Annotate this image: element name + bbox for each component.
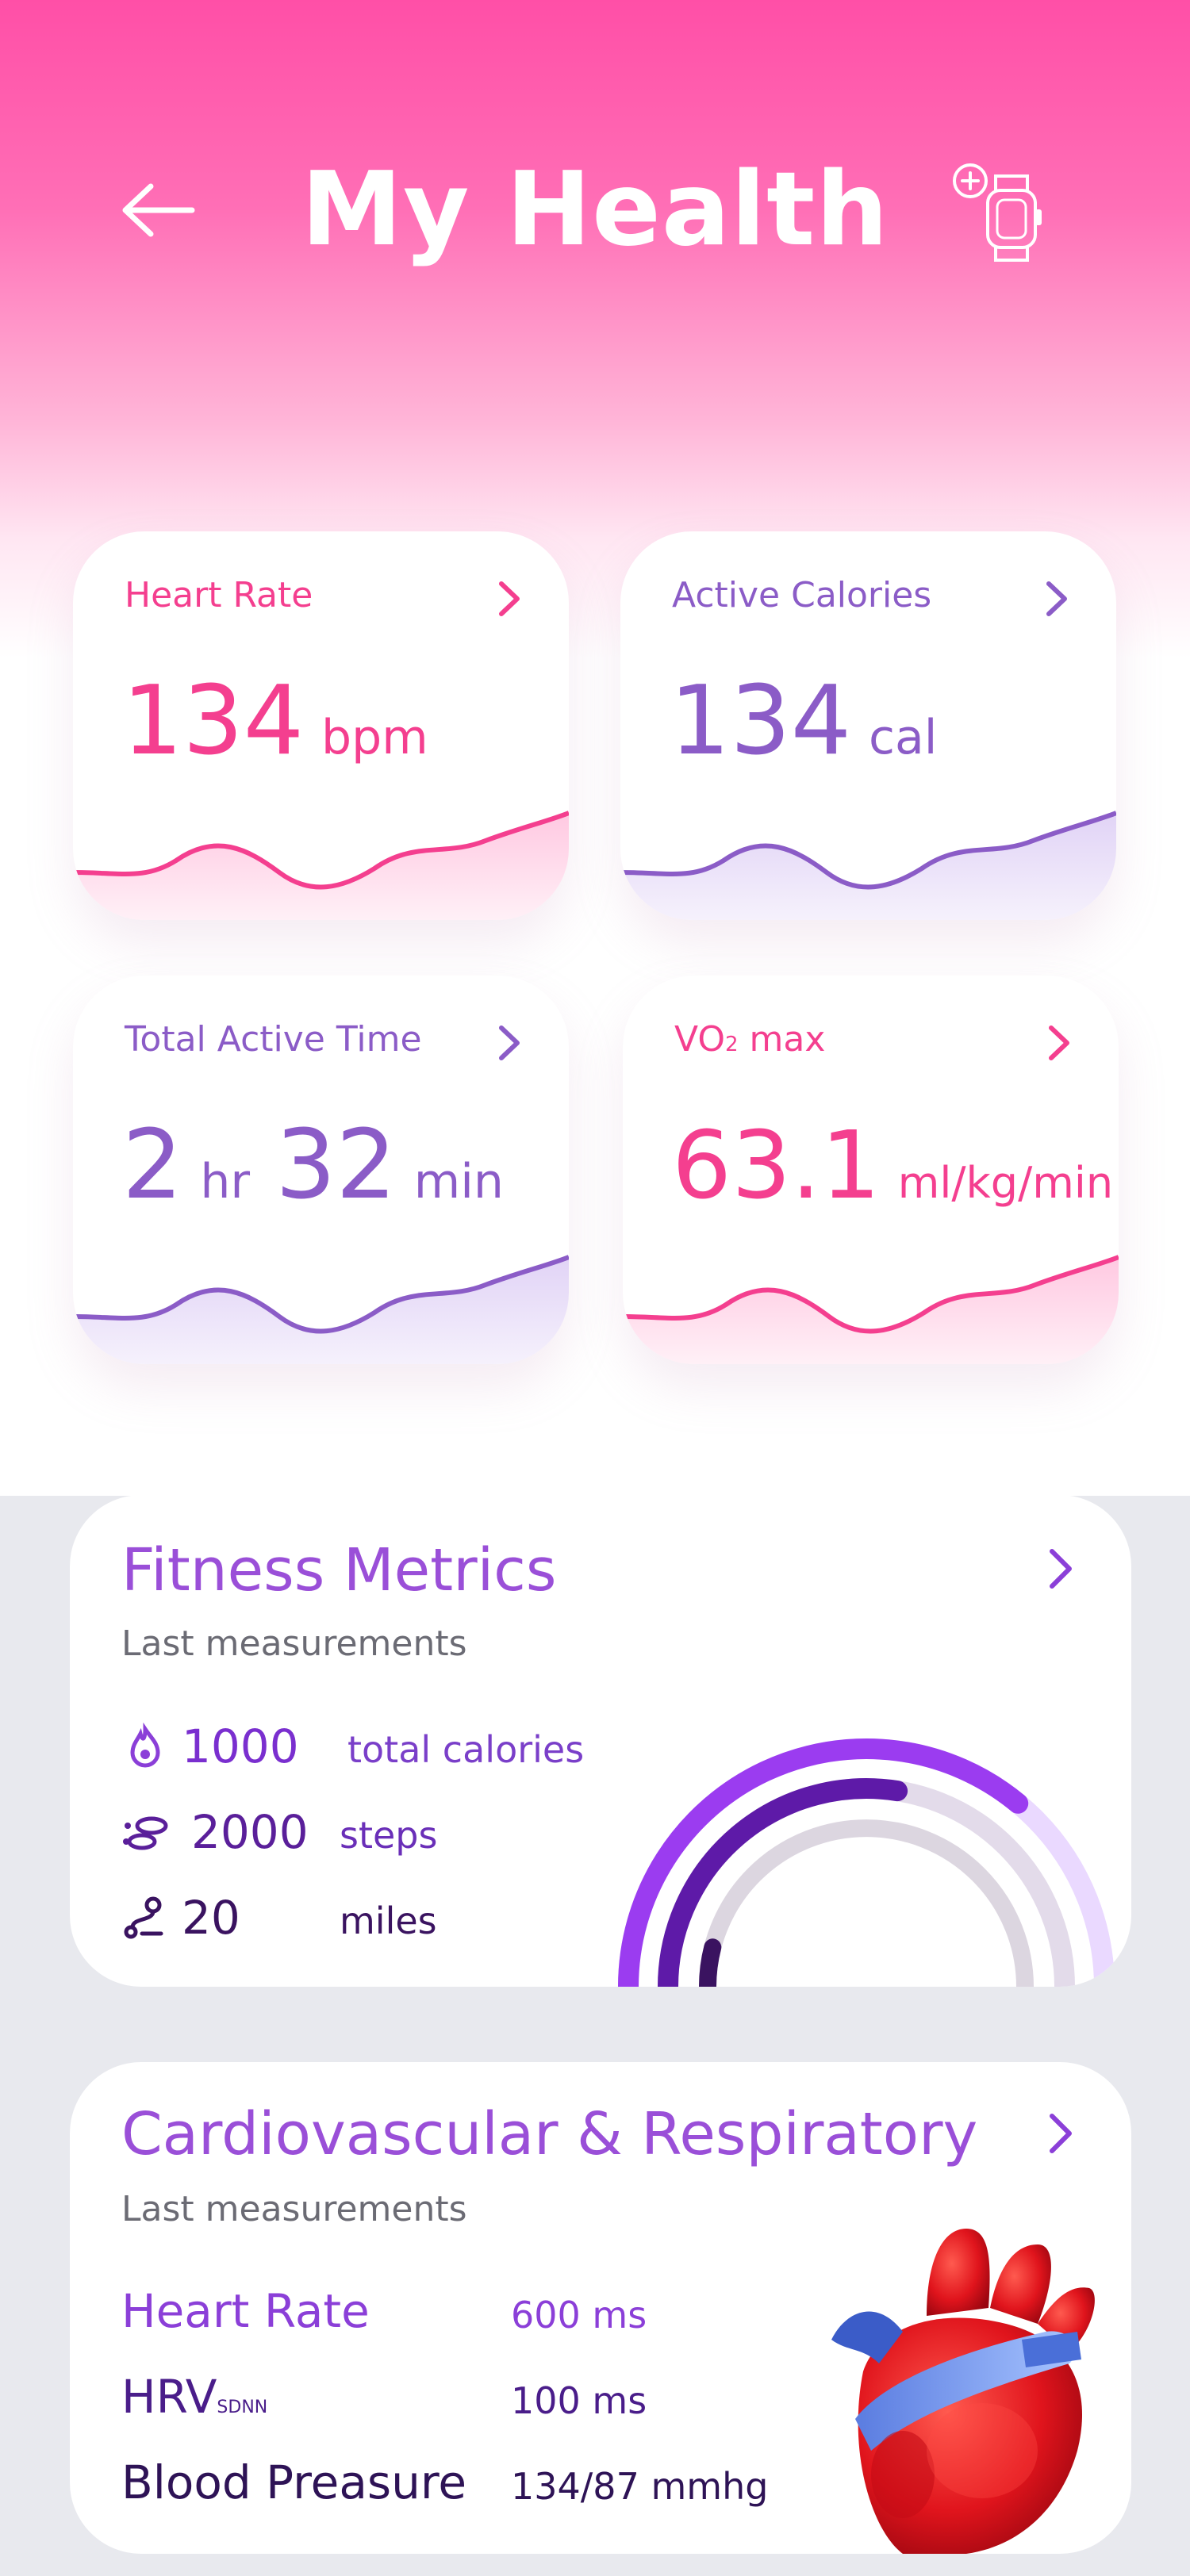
calories-unit: cal xyxy=(869,710,938,765)
footprints-icon xyxy=(123,1816,168,1850)
calories-total: 1000 xyxy=(182,1719,299,1773)
route-icon xyxy=(124,1896,163,1939)
active-time-wave xyxy=(73,1255,569,1364)
active-calories-card[interactable]: Active Calories 134 cal xyxy=(620,531,1116,920)
cardio-bp-value: 134/87 mmhg xyxy=(511,2465,769,2508)
fitness-subtitle: Last measurements xyxy=(121,1623,467,1664)
cardio-hrv-label: HRVSDNN xyxy=(121,2370,267,2424)
hours-value: 2 xyxy=(122,1110,183,1221)
ring-progress xyxy=(699,1938,722,1987)
vo2-label-tail: max xyxy=(738,1019,826,1060)
hrv-label-sub: SDNN xyxy=(217,2398,268,2417)
chevron-right-icon[interactable] xyxy=(1041,579,1073,619)
vo2-value: 63.1 xyxy=(672,1110,881,1220)
minutes-value: 32 xyxy=(275,1110,397,1221)
ring-track xyxy=(699,1819,1034,1987)
chevron-right-icon[interactable] xyxy=(1043,1023,1075,1063)
card-label: Total Active Time xyxy=(125,1019,422,1060)
activity-rings xyxy=(618,1738,1115,1987)
ring-progress xyxy=(618,1738,1029,1987)
fitness-row-miles: 20 xyxy=(121,1890,240,1945)
vo2-label-sub: 2 xyxy=(724,1033,739,1056)
calories-value: 134 xyxy=(670,666,852,776)
fitness-row-calories: 1000 xyxy=(121,1719,299,1774)
fitness-row-steps: 2000 xyxy=(121,1804,309,1860)
card-value: 134 cal xyxy=(670,666,937,776)
page-title: My Health xyxy=(301,151,889,269)
cardio-title: Cardiovascular & Respiratory xyxy=(121,2100,978,2168)
heart-rate-unit: bpm xyxy=(321,710,428,765)
cardio-hrv-value: 100 ms xyxy=(511,2379,647,2422)
minutes-unit: min xyxy=(413,1154,504,1209)
vo2-wave xyxy=(623,1255,1119,1364)
flame-icon xyxy=(130,1723,160,1768)
hours-unit: hr xyxy=(200,1154,251,1209)
ring-progress xyxy=(658,1778,908,1987)
header: My Health xyxy=(0,0,1190,428)
calories-wave xyxy=(620,811,1116,920)
add-watch-icon[interactable] xyxy=(948,159,1067,262)
vo2-unit: ml/kg/min xyxy=(897,1158,1114,1208)
active-time-card[interactable]: Total Active Time 2 hr 32 min xyxy=(73,976,569,1364)
card-value: 2 hr 32 min xyxy=(122,1110,504,1221)
heart-rate-wave xyxy=(73,811,569,920)
miles-total: 20 xyxy=(182,1891,240,1945)
vo2-label-main: VO xyxy=(674,1019,725,1060)
steps-total: 2000 xyxy=(191,1805,309,1859)
chevron-right-icon[interactable] xyxy=(493,1023,525,1063)
calories-label: total calories xyxy=(347,1728,585,1771)
card-label: Active Calories xyxy=(672,575,932,615)
heart-rate-value: 134 xyxy=(122,666,305,776)
cardio-panel[interactable]: Cardiovascular & Respiratory Last measur… xyxy=(70,2062,1131,2554)
cardio-heart-rate-label: Heart Rate xyxy=(121,2284,370,2338)
back-arrow-icon[interactable] xyxy=(119,178,198,242)
cardio-bp-label: Blood Preasure xyxy=(121,2455,467,2509)
heart-rate-card[interactable]: Heart Rate 134 bpm xyxy=(73,531,569,920)
ring-track xyxy=(658,1778,1075,1987)
card-label: Heart Rate xyxy=(125,575,313,615)
heart-illustration xyxy=(831,2229,1095,2554)
card-value: 63.1 ml/kg/min xyxy=(672,1110,1113,1220)
fitness-title: Fitness Metrics xyxy=(121,1536,557,1604)
cardio-heart-rate-value: 600 ms xyxy=(511,2294,647,2336)
miles-label: miles xyxy=(340,1899,437,1942)
fitness-metrics-panel[interactable]: Fitness Metrics Last measurements 1000 t… xyxy=(70,1495,1131,1987)
steps-label: steps xyxy=(340,1814,438,1857)
cardio-subtitle: Last measurements xyxy=(121,2189,467,2229)
chevron-right-icon[interactable] xyxy=(1044,2111,1076,2156)
chevron-right-icon[interactable] xyxy=(1044,1547,1076,1591)
vo2-max-card[interactable]: VO2 max 63.1 ml/kg/min xyxy=(623,976,1119,1364)
chevron-right-icon[interactable] xyxy=(493,579,525,619)
card-label: VO2 max xyxy=(674,1019,825,1060)
card-value: 134 bpm xyxy=(122,666,428,776)
hrv-label-main: HRV xyxy=(121,2370,217,2424)
